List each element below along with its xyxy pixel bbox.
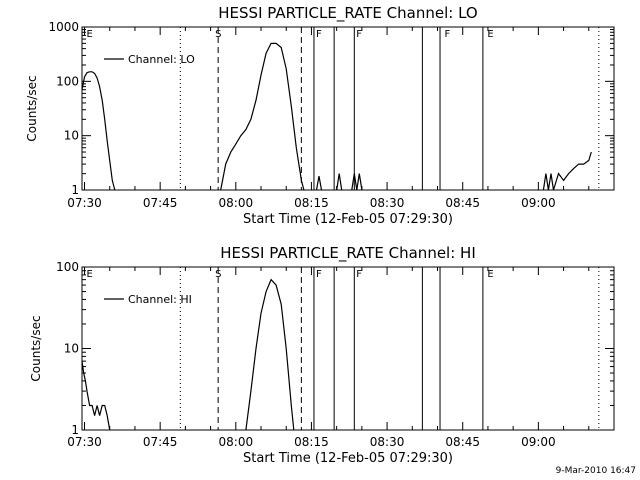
- flag-label-E-lo: E: [487, 29, 493, 40]
- plot-frame-lo: [81, 26, 615, 191]
- x-tick-label-hi: 08:45: [445, 435, 480, 449]
- x-tick-label-lo: 07:45: [143, 196, 178, 210]
- series-line-lo: [81, 71, 116, 191]
- flag-label-F-hi: F: [316, 269, 322, 280]
- legend-label-lo: Channel: LO: [128, 53, 195, 66]
- y-tick-label-hi: 100: [56, 260, 79, 274]
- y-axis-label-hi: Counts/sec: [29, 315, 43, 381]
- x-tick-label-lo: 08:00: [219, 196, 254, 210]
- x-tick-label-lo: 09:00: [521, 196, 556, 210]
- chart-title-lo: HESSI PARTICLE_RATE Channel: LO: [218, 4, 477, 23]
- series-line-lo: [336, 173, 343, 191]
- flag-label-F-lo: F: [356, 29, 362, 40]
- series-line-lo: [315, 175, 323, 191]
- series-line-hi: [81, 361, 111, 431]
- series-line-lo: [542, 151, 592, 191]
- series-line-lo: [351, 173, 363, 191]
- y-tick-label-lo: 1: [71, 183, 79, 197]
- y-tick-label-lo: 10: [64, 129, 79, 143]
- series-line-hi: [245, 278, 295, 431]
- x-axis-label-lo: Start Time (12-Feb-05 07:29:30): [243, 212, 453, 227]
- x-tick-label-hi: 08:15: [294, 435, 329, 449]
- y-tick-label-lo: 100: [56, 74, 79, 88]
- x-tick-label-lo: 08:15: [294, 196, 329, 210]
- chart-title-hi: HESSI PARTICLE_RATE Channel: HI: [220, 244, 476, 263]
- flag-label-E-hi: E: [87, 269, 93, 280]
- x-tick-label-hi: 09:00: [521, 435, 556, 449]
- x-tick-label-lo: 08:45: [445, 196, 480, 210]
- flag-label-S-hi: S: [215, 269, 221, 280]
- y-tick-label-hi: 10: [64, 342, 79, 356]
- flag-label-S-lo: S: [215, 29, 221, 40]
- plot-frame-hi: [81, 266, 615, 431]
- y-tick-label-lo: 1000: [48, 20, 79, 34]
- x-tick-label-hi: 07:30: [67, 435, 102, 449]
- y-axis-label-lo: Counts/sec: [25, 75, 39, 141]
- x-tick-label-hi: 08:30: [370, 435, 405, 449]
- legend-label-hi: Channel: HI: [128, 293, 192, 306]
- x-tick-label-lo: 07:30: [67, 196, 102, 210]
- y-tick-label-hi: 1: [71, 423, 79, 437]
- flag-label-F-lo: F: [445, 29, 451, 40]
- flag-label-F-lo: F: [316, 29, 322, 40]
- x-tick-label-hi: 08:00: [219, 435, 254, 449]
- flag-label-E-hi: E: [487, 269, 493, 280]
- series-line-lo: [220, 42, 305, 191]
- x-tick-label-hi: 07:45: [143, 435, 178, 449]
- flag-label-F-hi: F: [356, 269, 362, 280]
- x-axis-label-hi: Start Time (12-Feb-05 07:29:30): [243, 451, 453, 466]
- flag-label-E-lo: E: [87, 29, 93, 40]
- timestamp-footer: 9-Mar-2010 16:47: [555, 466, 636, 476]
- x-tick-label-lo: 08:30: [370, 196, 405, 210]
